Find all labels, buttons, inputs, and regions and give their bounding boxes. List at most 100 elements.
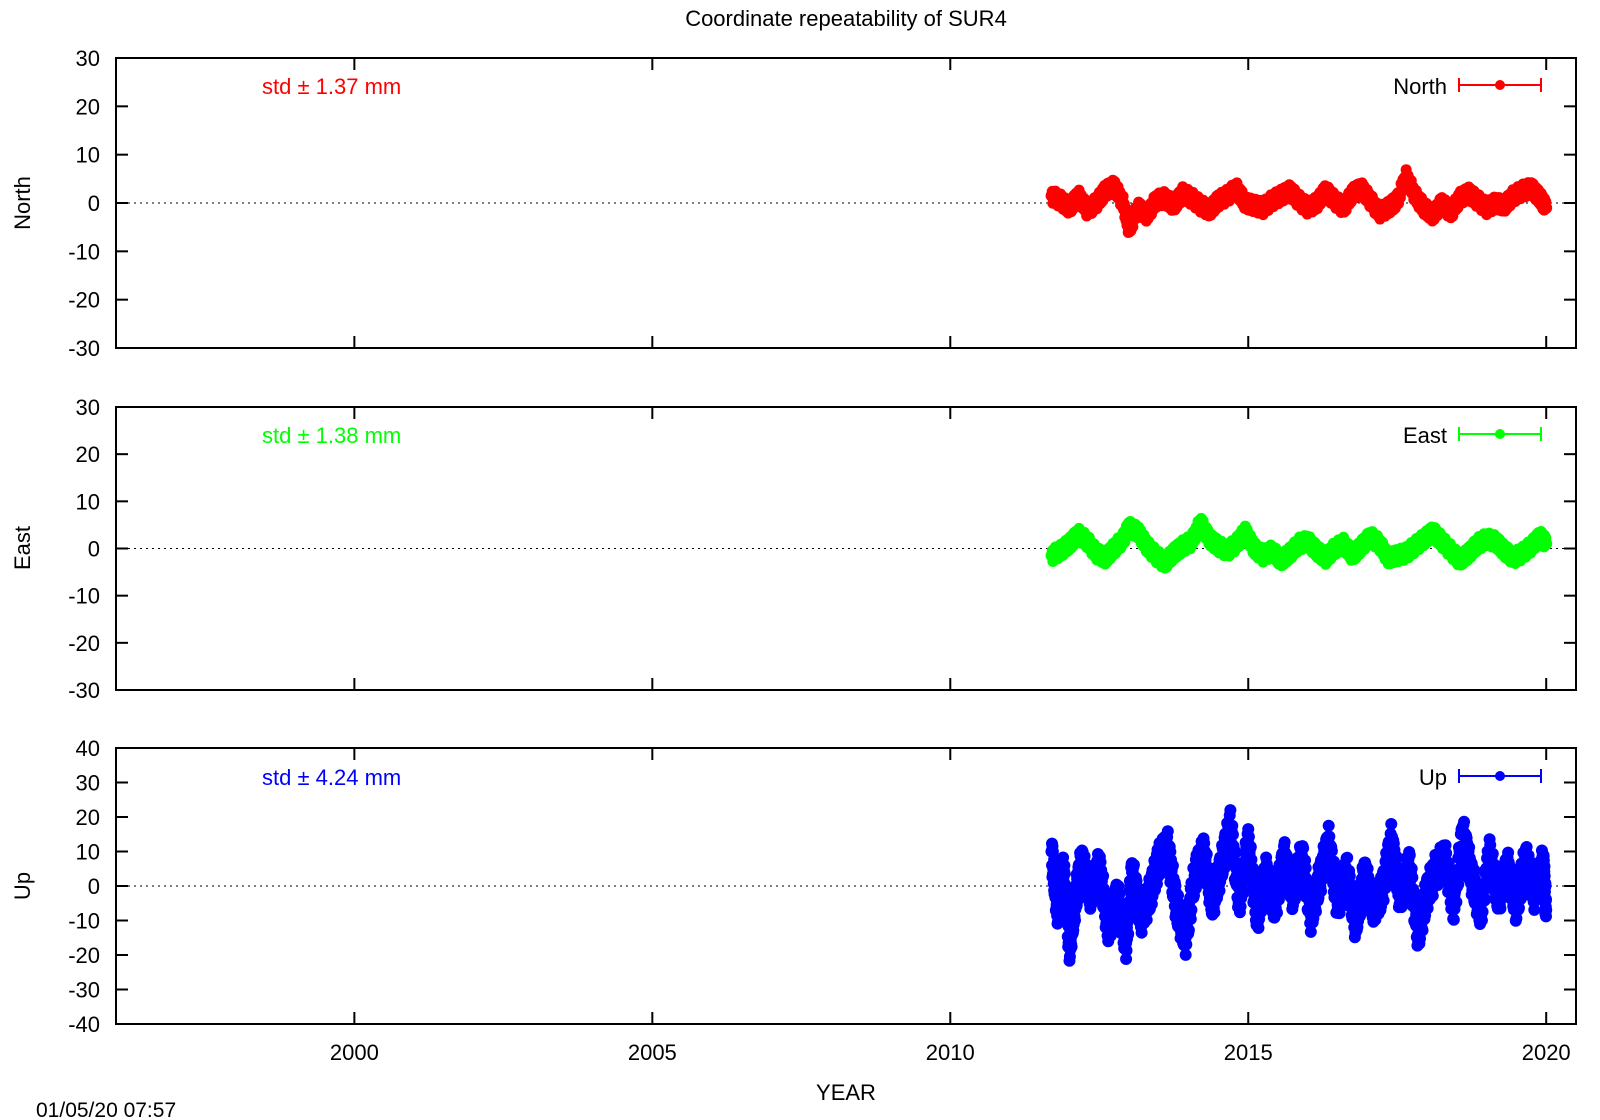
north-y-tick-label: 10 — [76, 143, 100, 168]
up-band-point — [1539, 880, 1552, 893]
north-data-point — [1108, 180, 1121, 193]
east-data-point — [1453, 554, 1466, 567]
up-x-ticks — [353, 748, 1548, 1024]
east-legend-dot — [1495, 429, 1505, 439]
up-data-point — [1161, 842, 1174, 855]
east-data-point — [1212, 540, 1225, 553]
up-data-point — [1134, 911, 1147, 924]
east-data-point — [1507, 551, 1520, 564]
east-y-tick-label: -20 — [68, 631, 100, 656]
up-data-point — [1102, 921, 1115, 934]
up-band-point — [1224, 804, 1237, 817]
up-data-point — [1233, 895, 1246, 908]
up-legend-dot — [1495, 771, 1505, 781]
east-data-point — [1063, 537, 1076, 550]
up-y-tick-label: -30 — [68, 978, 100, 1003]
east-data-point — [1194, 516, 1207, 529]
east-std-label: std ± 1.38 mm — [262, 423, 401, 448]
up-band-point — [1502, 846, 1515, 859]
east-data-point — [1498, 544, 1511, 557]
east-data-point — [1108, 542, 1121, 555]
north-data-point — [1063, 201, 1076, 214]
north-data-point — [1355, 182, 1368, 195]
north-data-point — [1426, 209, 1439, 222]
east-data-point — [1418, 533, 1431, 546]
up-band-point — [1390, 850, 1403, 863]
up-data-point — [1251, 911, 1264, 924]
east-data-point — [1054, 544, 1067, 557]
north-data-point — [1117, 197, 1130, 209]
east-legend: East — [1403, 423, 1542, 448]
north-data-point — [1534, 192, 1547, 205]
north-data-point — [1167, 199, 1180, 212]
east-y-tick-label: -30 — [68, 678, 100, 703]
up-data-point — [1093, 861, 1106, 874]
north-data-point — [1123, 223, 1136, 236]
up-data-point — [1340, 864, 1353, 877]
up-data-point — [1224, 819, 1237, 832]
north-data-point — [1257, 201, 1270, 214]
up-data-point — [1403, 859, 1416, 872]
up-data-point — [1456, 826, 1469, 839]
up-band-point — [1463, 841, 1476, 854]
north-legend-marker — [1458, 78, 1542, 92]
east-data-point — [1221, 544, 1234, 557]
north-data-point — [1054, 194, 1067, 207]
east-data-point — [1081, 535, 1094, 548]
up-data-point — [1063, 940, 1076, 953]
east-data-points — [1045, 512, 1553, 574]
north-data-point — [1391, 194, 1404, 207]
east-data-point — [1266, 544, 1279, 557]
north-data-point — [1540, 201, 1553, 214]
east-data-point — [1257, 549, 1270, 562]
north-legend-dot — [1495, 80, 1505, 90]
footer-timestamp: 01/05/20 07:57 — [36, 1099, 176, 1120]
north-data-point — [1185, 192, 1198, 205]
east-data-point — [1248, 542, 1261, 555]
chart-title: Coordinate repeatability of SUR4 — [685, 6, 1007, 31]
up-data-point — [1051, 904, 1064, 917]
east-legend-label: East — [1403, 423, 1447, 448]
east-panel: -30 -20 -10 0 10 20 30 East std ± 1.38 mm East — [10, 395, 1577, 703]
east-data-point — [1540, 537, 1553, 550]
east-data-point — [1239, 525, 1252, 538]
north-data-point — [1319, 184, 1332, 197]
north-data-point — [1090, 197, 1103, 209]
north-data-point — [1328, 194, 1341, 207]
east-data-point — [1149, 549, 1162, 562]
east-data-point — [1099, 551, 1112, 564]
north-data-point — [1275, 189, 1288, 202]
north-data-point — [1498, 199, 1511, 212]
up-band-point — [1304, 925, 1317, 938]
east-data-point — [1072, 528, 1085, 541]
north-y-ticks: -30 -20 -10 0 10 20 30 — [68, 46, 1576, 361]
up-band-point — [1208, 906, 1221, 919]
up-panel: -40 -30 -20 -10 0 10 20 30 40 Up std ± 4.24 mm U… — [10, 736, 1577, 1105]
up-data-point — [1429, 864, 1442, 877]
north-y-tick-label: 30 — [76, 46, 100, 71]
up-data-point — [1421, 886, 1434, 899]
north-data-point — [1292, 194, 1305, 207]
up-data-point — [1349, 917, 1362, 930]
up-data-point — [1260, 867, 1273, 880]
north-y-tick-label: -20 — [68, 288, 100, 313]
east-y-axis-label: East — [10, 526, 35, 570]
up-data-point — [1057, 864, 1070, 877]
up-band-point — [1184, 912, 1197, 925]
north-data-point — [1453, 192, 1466, 205]
x-tick-label: 2010 — [926, 1040, 975, 1065]
up-y-axis-label: Up — [10, 872, 35, 900]
up-band-point — [1112, 880, 1125, 893]
up-band-point — [1172, 889, 1185, 902]
up-data-point — [1376, 885, 1389, 898]
north-data-point — [1525, 182, 1538, 195]
x-tick-label: 2000 — [330, 1040, 379, 1065]
up-data-point — [1242, 836, 1255, 849]
east-y-tick-label: -10 — [68, 584, 100, 609]
up-data-point — [1501, 861, 1514, 874]
east-data-point — [1435, 535, 1448, 548]
east-data-point — [1364, 530, 1377, 543]
up-band-point — [1539, 893, 1552, 906]
up-data-point — [1295, 848, 1308, 861]
